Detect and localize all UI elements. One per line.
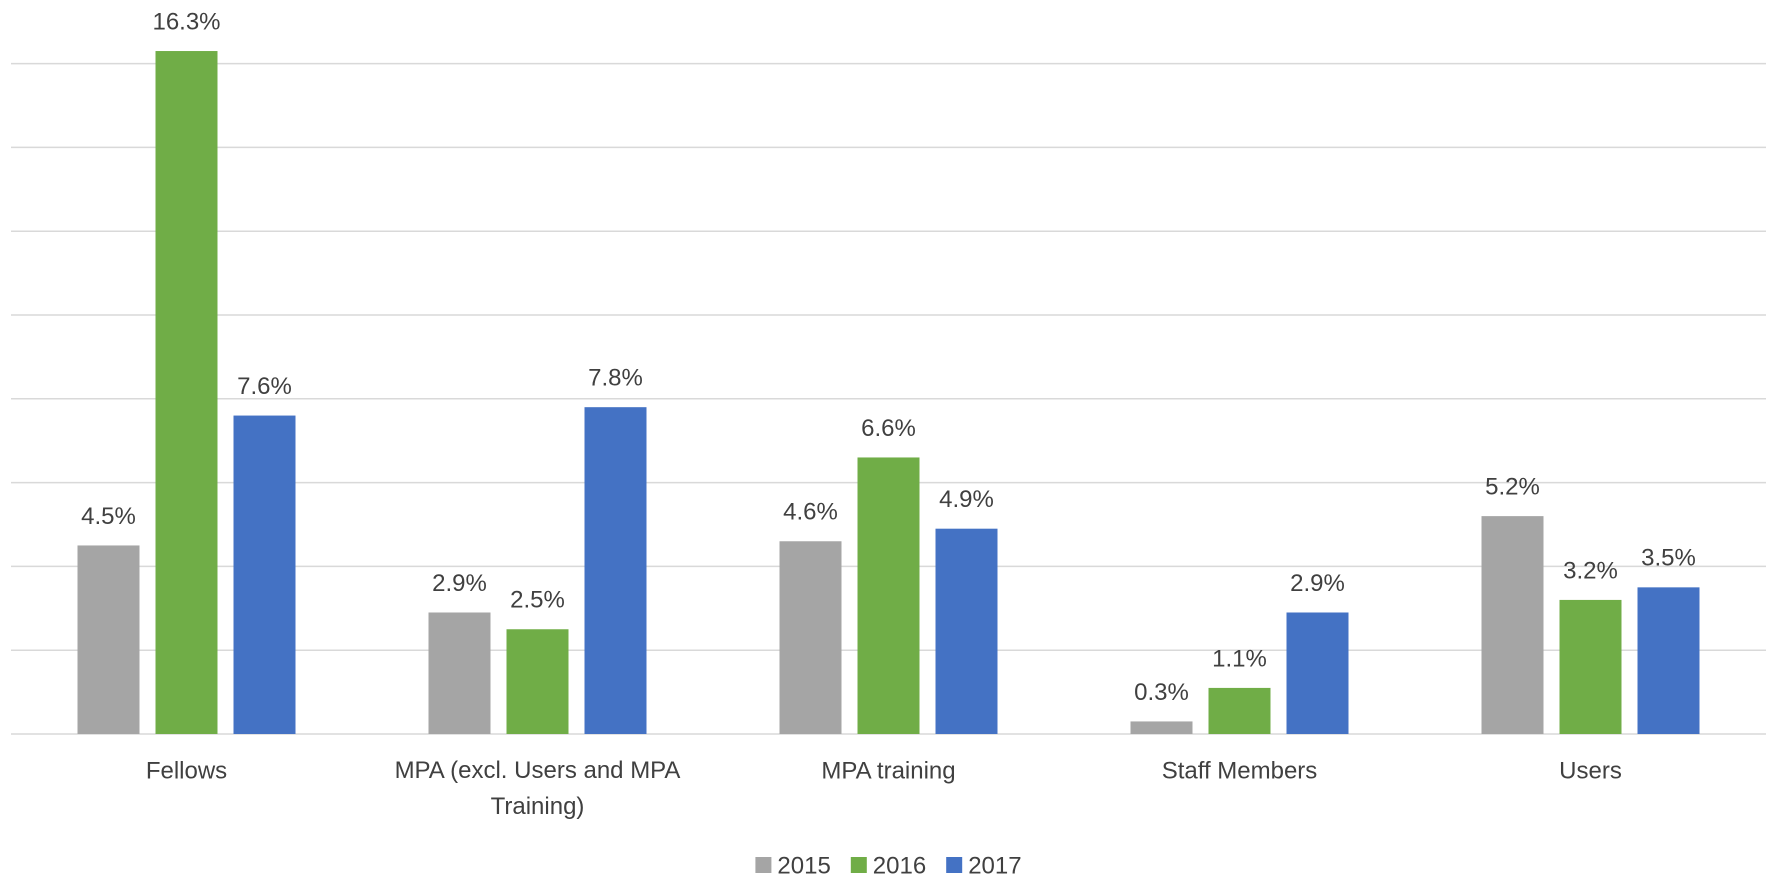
bar bbox=[428, 612, 491, 734]
data-label: 2.5% bbox=[510, 587, 565, 614]
data-label: 3.2% bbox=[1563, 557, 1618, 584]
bar bbox=[1481, 516, 1544, 734]
bar bbox=[857, 457, 920, 734]
legend-swatch bbox=[755, 857, 772, 873]
data-label: 3.5% bbox=[1641, 545, 1696, 572]
x-tick-label: MPA training bbox=[821, 757, 955, 784]
legend: 2015 2016 2017 bbox=[755, 852, 1022, 879]
bar bbox=[506, 629, 569, 734]
legend-swatch bbox=[946, 857, 963, 873]
bar bbox=[584, 407, 647, 734]
bar bbox=[1130, 721, 1193, 734]
data-label: 1.1% bbox=[1212, 645, 1267, 672]
bar bbox=[1286, 612, 1349, 734]
x-tick-label: Users bbox=[1559, 757, 1622, 784]
data-label: 2.9% bbox=[432, 570, 487, 597]
x-tick-label: Fellows bbox=[146, 757, 227, 784]
bar bbox=[935, 528, 998, 734]
legend-label: 2017 bbox=[968, 852, 1021, 879]
data-label: 6.6% bbox=[861, 415, 916, 442]
bar bbox=[77, 545, 140, 734]
legend-label: 2016 bbox=[873, 852, 926, 879]
data-label: 0.3% bbox=[1134, 679, 1189, 706]
data-label: 4.5% bbox=[81, 503, 136, 530]
data-label: 7.8% bbox=[588, 365, 643, 392]
data-label: 7.6% bbox=[237, 373, 292, 400]
bar bbox=[155, 51, 218, 734]
bar bbox=[1637, 587, 1700, 734]
x-tick-label: Staff Members bbox=[1162, 757, 1318, 784]
data-label: 2.9% bbox=[1290, 570, 1345, 597]
x-tick-label: MPA (excl. Users and MPA Training) bbox=[395, 757, 681, 820]
data-label: 5.2% bbox=[1485, 473, 1540, 500]
bar bbox=[233, 415, 296, 734]
legend-swatch bbox=[850, 857, 867, 873]
data-label: 4.9% bbox=[939, 486, 994, 513]
legend-label: 2015 bbox=[777, 852, 830, 879]
data-label: 4.6% bbox=[783, 499, 838, 526]
bar bbox=[1559, 599, 1622, 734]
bar bbox=[779, 541, 842, 734]
bar bbox=[1208, 687, 1271, 734]
data-label: 16.3% bbox=[152, 8, 220, 35]
